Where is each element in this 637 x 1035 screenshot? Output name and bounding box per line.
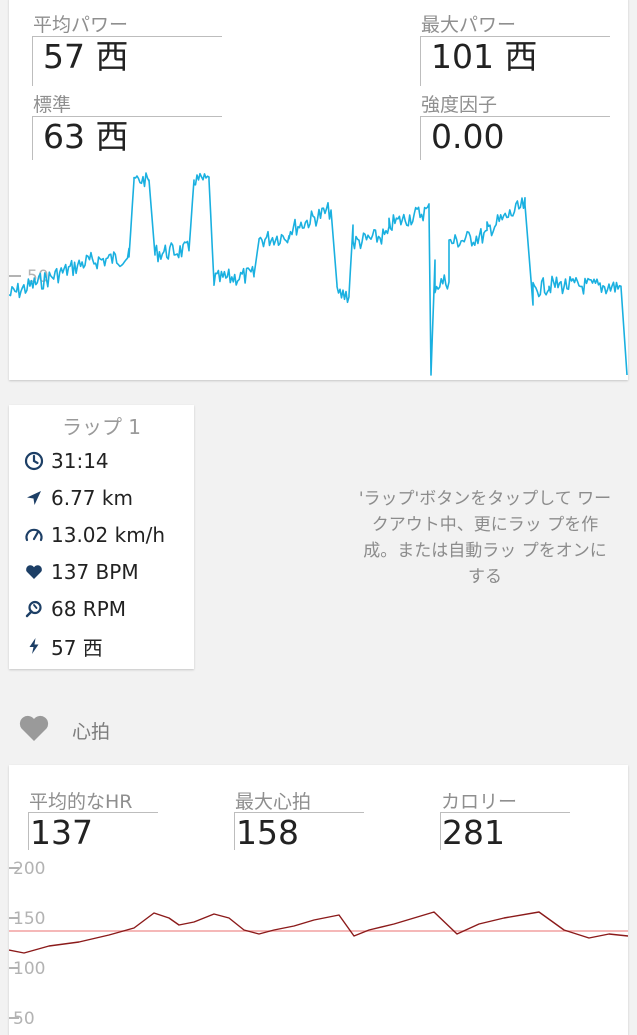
max-power-value: 101 西 [431,37,538,76]
lightning-icon [23,635,45,657]
hr-tick-50: 50 [13,1009,35,1029]
cadence-icon [23,598,45,620]
hr-tick-200: 200 [13,860,45,879]
avg-hr-label: 平均的なHR [29,791,133,813]
lap-distance-row: 6.77 km [23,485,133,511]
clock-icon [23,450,45,472]
speedometer-icon [23,524,45,546]
avg-hr-value: 137 [30,813,93,852]
lap-title: ラップ 1 [61,415,142,439]
heart-icon [18,714,50,746]
hr-tick-150: 150 [13,909,45,929]
power-card: 平均パワー 57 西 最大パワー 101 西 標準 63 西 強度因子 0.00… [9,0,628,380]
heart-rate-chart: 200 150 100 50 [9,860,628,1029]
heart-icon [23,561,45,583]
max-power-label: 最大パワー [421,14,517,36]
lap-cadence-row: 68 RPM [23,596,126,622]
standard-power-value: 63 西 [43,117,129,156]
lap-power-row: 57 西 [23,633,103,660]
lap-speed: 13.02 km/h [51,523,166,547]
heart-rate-section-label: 心拍 [72,720,111,743]
calories-value: 281 [442,813,505,852]
avg-power-label: 平均パワー [33,14,129,36]
intensity-factor-value: 0.00 [431,117,505,156]
hr-line [9,911,628,954]
avg-power-value: 57 西 [43,37,129,76]
lap-cadence: 68 RPM [51,597,127,621]
lap-heart-rate-row: 137 BPM [23,559,139,585]
standard-power-label: 標準 [33,94,72,116]
hr-tick-100: 100 [13,959,45,979]
max-hr-label: 最大心拍 [235,791,312,813]
hr-axis: 200 150 100 50 [9,860,45,1029]
lap-distance: 6.77 km [51,486,133,510]
lap-card[interactable]: ラップ 1 31:14 6.77 km 13.02 km/h 137 BPM 6… [9,405,194,669]
heart-rate-card: 平均的なHR 137 最大心拍 158 カロリー 281 200 150 100… [9,765,628,1035]
location-arrow-icon [23,487,45,509]
power-line [9,172,628,376]
lap-power: 57 西 [51,635,103,660]
heart-rate-section-header: 心拍 [18,714,110,746]
power-chart: 50 [9,172,628,376]
intensity-factor-label: 強度因子 [421,94,498,116]
lap-heart-rate: 137 BPM [51,560,139,584]
lap-duration: 31:14 [51,449,109,473]
calories-label: カロリー [441,791,518,813]
lap-duration-row: 31:14 [23,448,109,474]
max-hr-value: 158 [236,813,299,852]
lap-speed-row: 13.02 km/h [23,522,165,548]
lap-hint-text: 'ラップ'ボタンをタップして ワークアウト中、更にラッ プを作成。または自動ラッ… [358,489,612,587]
